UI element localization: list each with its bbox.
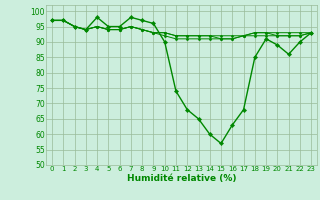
X-axis label: Humidité relative (%): Humidité relative (%) — [127, 174, 236, 183]
